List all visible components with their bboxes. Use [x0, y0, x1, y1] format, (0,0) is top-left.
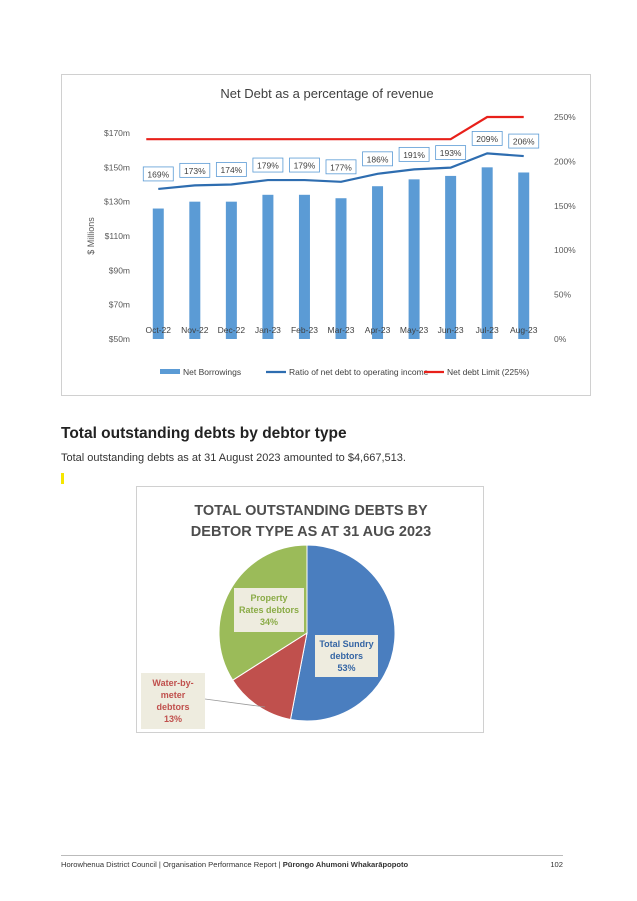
pie-title-line: TOTAL OUTSTANDING DEBTS BY — [194, 503, 428, 519]
y2-tick-label: 50% — [554, 290, 571, 300]
y2-tick-label: 150% — [554, 201, 576, 211]
bar-net-borrowings — [481, 167, 493, 339]
net-debt-chart-svg: Net Debt as a percentage of revenue $50m $… — [86, 86, 576, 377]
y-tick-label: $50m — [109, 334, 130, 344]
data-label-box — [289, 157, 320, 173]
pie-label-text: 13% — [164, 714, 182, 724]
data-label-box — [142, 166, 174, 182]
x-tick-label: Apr-23 — [365, 325, 391, 335]
data-label-box — [398, 146, 430, 162]
highlight-marker — [61, 473, 64, 484]
x-tick-label: Jan-23 — [255, 325, 281, 335]
pie-label-text: Property — [250, 593, 287, 603]
x-tick-label: Dec-22 — [218, 325, 246, 335]
data-label-box — [362, 151, 393, 167]
bar-net-borrowings — [262, 194, 274, 339]
section-text: Total outstanding debts as at 31 August … — [61, 452, 406, 464]
pie-label-text: 34% — [260, 617, 278, 627]
bar-net-borrowings — [518, 172, 530, 339]
pie-label-box — [141, 673, 205, 729]
bar-net-borrowings — [335, 198, 347, 339]
page-number: 102 — [550, 860, 563, 869]
y-tick-label: $110m — [105, 231, 130, 241]
bar-net-borrowings — [298, 194, 310, 339]
y-tick-label: $170m — [104, 128, 130, 138]
data-label-box — [325, 159, 357, 175]
data-label: 174% — [220, 165, 242, 175]
data-label-box — [252, 157, 284, 173]
x-tick-label: Jul-23 — [476, 325, 499, 335]
data-label: 186% — [367, 154, 389, 164]
data-label-box — [215, 162, 247, 177]
y-tick-label: $130m — [104, 197, 130, 207]
data-label: 209% — [476, 134, 498, 144]
pie-label-text: Rates debtors — [239, 605, 299, 615]
data-label: 169% — [147, 169, 169, 179]
line-net-debt-limit — [146, 115, 524, 141]
data-label-box — [508, 133, 540, 149]
data-label: 206% — [513, 137, 535, 147]
line-ratio — [158, 152, 524, 191]
debtor-pie-chart: TOTAL OUTSTANDING DEBTS BY DEBTOR TYPE AS… — [136, 486, 484, 733]
section-heading: Total outstanding debts by debtor type — [61, 425, 347, 442]
pie-label-text: debtors — [156, 702, 189, 712]
bar-net-borrowings — [152, 208, 164, 339]
legend-label: Net debt Limit (225%) — [447, 367, 529, 377]
x-tick-label: May-23 — [400, 325, 429, 335]
y2-tick-label: 0% — [554, 334, 567, 344]
y2-tick-label: 200% — [554, 156, 576, 166]
pie-label-box — [315, 635, 378, 677]
pie-title-line: DEBTOR TYPE AS AT 31 AUG 2023 — [191, 524, 431, 540]
data-label-box — [179, 162, 211, 178]
bar-net-borrowings — [445, 175, 457, 339]
pie-label-text: 53% — [337, 663, 355, 673]
legend-label: Net Borrowings — [183, 367, 241, 377]
data-label-box — [435, 145, 467, 161]
data-label-box — [471, 131, 503, 146]
debtor-pie-chart-svg: TOTAL OUTSTANDING DEBTS BY DEBTOR TYPE AS… — [141, 503, 431, 729]
pie-label-text: meter — [161, 690, 186, 700]
chart-title: Net Debt as a percentage of revenue — [220, 86, 433, 101]
leader-line — [204, 698, 266, 708]
bar-net-borrowings — [225, 201, 237, 339]
data-label: 191% — [403, 150, 425, 160]
pie-label-text: Water-by- — [152, 678, 193, 688]
page-footer: Horowhenua District Council | Organisati… — [61, 860, 563, 869]
bar-net-borrowings — [189, 201, 201, 339]
data-label: 173% — [184, 166, 206, 176]
y2-tick-label: 250% — [554, 112, 576, 122]
footer-maori-title: Pūrongo Ahumoni Whakarāpopoto — [282, 860, 409, 869]
data-label: 177% — [330, 162, 352, 172]
net-debt-chart: Net Debt as a percentage of revenue $50m $… — [61, 74, 591, 396]
x-tick-label: Nov-22 — [181, 325, 209, 335]
bar-net-borrowings — [372, 186, 384, 339]
footer-org: Horowhenua District Council | Organisati… — [61, 860, 283, 869]
y2-tick-label: 100% — [554, 245, 576, 255]
footer-divider — [61, 855, 563, 856]
x-tick-label: Mar-23 — [328, 325, 355, 335]
y-tick-label: $90m — [109, 265, 130, 275]
y-tick-label: $150m — [104, 162, 130, 172]
x-tick-label: Aug-23 — [510, 325, 538, 335]
y-tick-label: $70m — [109, 300, 130, 310]
pie-label-text: Total Sundry — [319, 639, 373, 649]
bar-net-borrowings — [408, 179, 420, 339]
pie-label-box — [234, 588, 304, 632]
legend-label: Ratio of net debt to operating income — [289, 367, 429, 377]
data-label: 193% — [440, 148, 462, 158]
x-tick-label: Oct-22 — [146, 325, 172, 335]
y-axis-label: $ Millions — [86, 217, 96, 255]
data-label: 179% — [257, 161, 279, 171]
x-tick-label: Jun-23 — [438, 325, 464, 335]
x-tick-label: Feb-23 — [291, 325, 318, 335]
data-label: 179% — [294, 161, 316, 171]
legend-swatch — [160, 369, 180, 374]
pie-label-text: debtors — [330, 651, 363, 661]
